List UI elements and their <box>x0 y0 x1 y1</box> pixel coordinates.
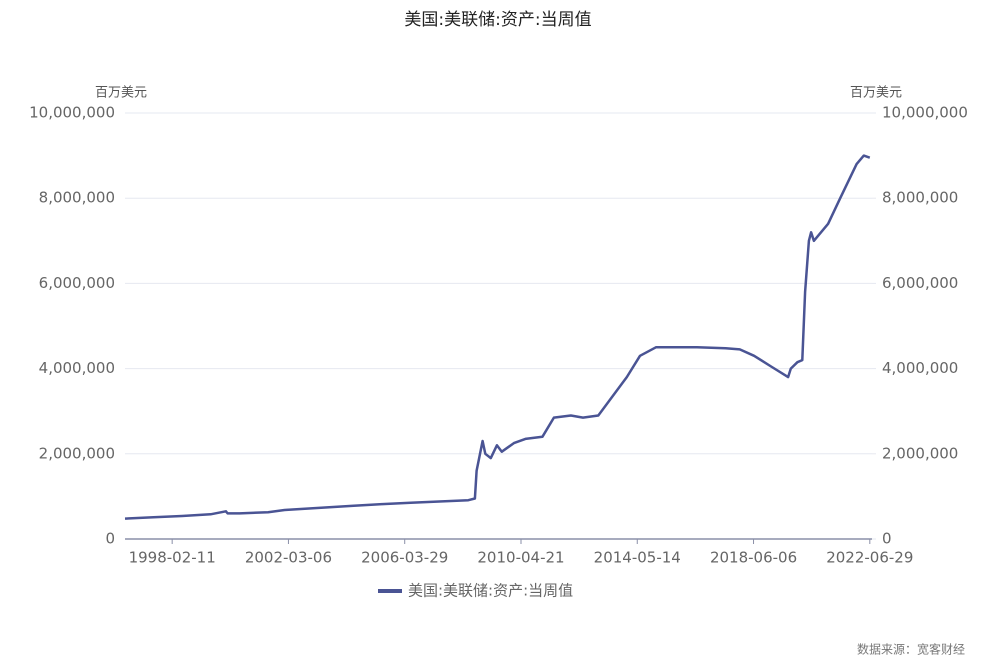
chart-title: 美国:美联储:资产:当周值 <box>404 10 591 30</box>
y2-tick-label: 6,000,000 <box>882 274 958 292</box>
series-line <box>124 154 871 520</box>
y-tick-label: 2,000,000 <box>39 444 115 462</box>
x-tick-label: 2010-04-21 <box>477 549 564 567</box>
x-tick-label: 2002-03-06 <box>245 549 332 567</box>
y2-tick-label: 10,000,000 <box>882 104 968 122</box>
y2-tick-label: 4,000,000 <box>882 359 958 377</box>
y2-tick-label: 0 <box>882 530 892 548</box>
x-tick-label: 2022-06-29 <box>826 549 913 567</box>
source: 数据来源：宽客财经 <box>857 642 965 657</box>
y-tick-label: 0 <box>105 530 115 548</box>
x-tick-label: 2018-06-06 <box>710 549 797 567</box>
legend-label: 美国:美联储:资产:当周值 <box>408 582 573 600</box>
y2-tick-label: 8,000,000 <box>882 189 958 207</box>
y-unit: 百万美元 <box>95 86 147 101</box>
x-tick-label: 2006-03-29 <box>361 549 448 567</box>
x-tick-label: 2014-05-14 <box>594 549 681 567</box>
y2-tick-label: 2,000,000 <box>882 444 958 462</box>
x-tick-label: 1998-02-11 <box>129 549 216 567</box>
y-tick-label: 4,000,000 <box>39 359 115 377</box>
y-tick-label: 6,000,000 <box>39 274 115 292</box>
y2-unit: 百万美元 <box>850 86 902 101</box>
y-tick-label: 8,000,000 <box>39 189 115 207</box>
y-tick-label: 10,000,000 <box>29 104 115 122</box>
